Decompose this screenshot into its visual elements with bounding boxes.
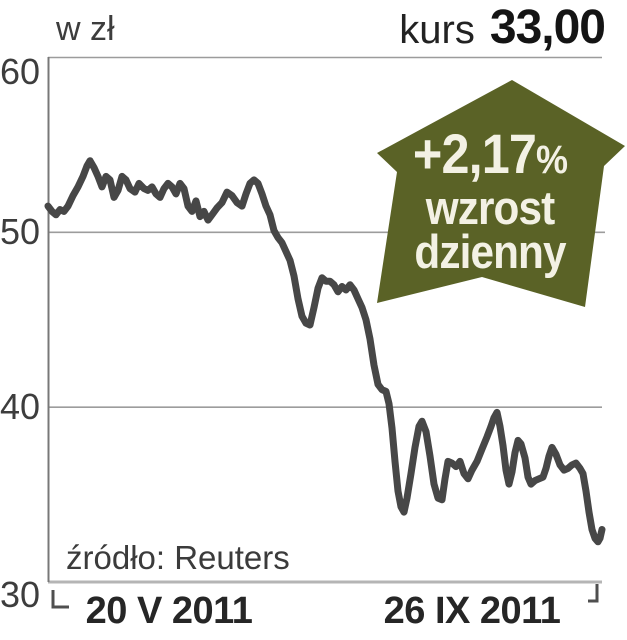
- daily-change-word-1: wzrost: [425, 181, 555, 234]
- y-axis-tick-50: 50: [0, 211, 41, 253]
- y-axis-tick-60: 60: [0, 51, 41, 92]
- current-price: kurs 33,00: [399, 0, 606, 55]
- y-axis-unit-label: w zł: [56, 10, 115, 48]
- price-line-group: [44, 157, 606, 546]
- percent-sign: %: [535, 138, 568, 182]
- up-arrow-shape: [377, 80, 625, 307]
- x-axis-label-end: 26 IX 2011: [383, 590, 561, 632]
- x-axis-right-corner-tick: [588, 584, 599, 603]
- price-label: kurs: [399, 8, 475, 52]
- y-axis-tick-40: 40: [0, 386, 41, 428]
- price-value: 33,00: [489, 1, 606, 54]
- daily-change-value: +2,17%: [412, 122, 568, 185]
- x-axis-left-corner-tick: [51, 590, 69, 609]
- x-axis-label-start: 20 V 2011: [85, 590, 253, 632]
- daily-change-word-2: dzienny: [414, 225, 566, 278]
- y-axis-tick-30: 30: [0, 574, 41, 615]
- source-label: źródło: Reuters: [66, 539, 290, 576]
- price-line: [44, 157, 606, 546]
